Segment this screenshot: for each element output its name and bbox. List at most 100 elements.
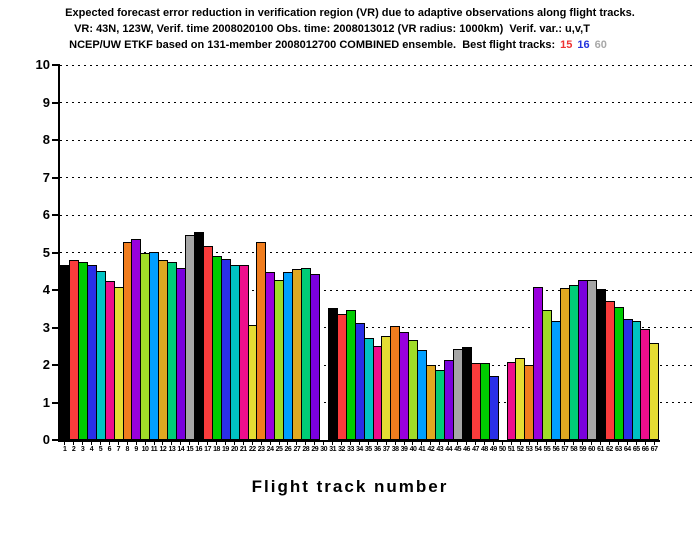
y-tick [52,401,58,404]
x-tick [180,442,182,445]
x-tick [278,442,280,445]
gridline [60,177,694,178]
title-line-3: NCEP/UW ETKF based on 131-member 2008012… [0,38,688,52]
x-tick-label: 31 [329,446,336,453]
x-tick [430,442,432,445]
y-tick [52,364,58,366]
y-tick-label: 6 [42,207,50,222]
x-tick-label: 32 [338,446,345,453]
bar-track-29 [310,274,320,440]
x-tick-label: 60 [588,446,595,453]
y-tick-label: 0 [42,432,50,447]
y-tick [52,439,58,441]
y-tick [52,101,58,104]
title-line-3-prefix: NCEP/UW ETKF based on 131-member 2008012… [69,39,556,51]
x-tick-label: 66 [641,446,649,453]
x-tick [108,442,110,445]
y-tick-label: 8 [42,132,50,147]
x-tick [510,442,512,445]
x-tick-label: 36 [373,446,381,453]
x-tick-label: 5 [98,446,103,453]
x-tick [448,442,450,445]
x-tick [82,442,84,445]
title-line-1: Expected forecast error reduction in ver… [65,7,635,19]
y-tick-label: 3 [42,319,50,335]
x-tick [126,442,128,445]
gridline [60,252,694,253]
x-tick-label: 59 [579,446,587,453]
x-tick-label: 7 [116,446,121,453]
gridline [60,327,694,328]
x-tick-label: 41 [418,446,426,453]
y-tick-label: 5 [42,244,50,260]
x-tick-label: 43 [436,446,444,453]
x-tick [564,442,566,445]
x-tick-label: 2 [71,446,76,453]
x-tick-label: 62 [606,446,613,453]
x-tick [144,442,146,445]
x-tick [546,442,548,445]
y-tick [52,64,58,66]
x-tick-label: 46 [463,446,470,453]
x-tick-label: 63 [614,446,622,453]
x-tick-label: 29 [311,446,319,453]
x-tick [332,442,334,445]
x-tick-label: 11 [150,446,158,453]
x-tick [591,442,593,445]
x-tick-label: 24 [266,446,274,453]
x-tick [251,442,253,445]
x-tick-label: 12 [159,446,167,453]
y-tick-label: 7 [42,169,50,185]
gridline [60,139,694,141]
x-tick-label: 58 [570,446,578,453]
x-tick-label: 55 [543,446,551,453]
x-tick [224,442,226,445]
x-tick-label: 22 [248,446,256,453]
x-tick [90,442,92,445]
x-tick [216,442,217,445]
x-tick [474,442,476,445]
x-tick [305,442,307,445]
x-tick [555,442,557,445]
x-tick [153,442,155,445]
y-tick [52,139,58,141]
gridline [60,102,694,103]
x-tick-label: 33 [347,446,354,453]
x-tick-label: 16 [195,446,203,453]
x-tick-label: 49 [489,446,497,453]
x-tick [617,442,619,445]
gridline [60,214,694,216]
x-tick-label: 50 [498,446,506,453]
x-tick [528,442,530,445]
x-tick-label: 10 [141,446,149,453]
x-tick [582,442,584,445]
x-tick-label: 28 [302,446,310,453]
x-tick-label: 44 [445,446,453,453]
x-tick-label: 53 [525,446,533,453]
x-tick [323,442,325,445]
x-tick-label: 51 [507,446,515,453]
y-axis-line [58,64,60,442]
x-tick-label: 35 [364,446,372,453]
y-tick-label: 9 [42,94,50,110]
y-tick [52,289,58,291]
x-tick [64,442,66,445]
x-tick [233,442,235,445]
x-tick [457,442,459,445]
x-tick-label: 4 [89,446,94,453]
bar-track-67 [649,342,660,440]
x-tick-label: 42 [427,446,435,453]
x-tick [519,442,521,445]
x-tick-label: 56 [552,446,560,453]
x-tick [537,442,539,445]
x-tick-label: 48 [481,446,488,453]
x-tick [367,442,369,445]
x-tick-label: 13 [168,446,176,453]
best-tracks-container: 15 16 60 [555,39,607,51]
x-tick-label: 47 [472,446,479,453]
x-tick-label: 17 [204,446,211,453]
x-tick [260,442,262,445]
x-tick-label: 61 [597,446,604,453]
x-tick-label: 25 [275,446,283,453]
